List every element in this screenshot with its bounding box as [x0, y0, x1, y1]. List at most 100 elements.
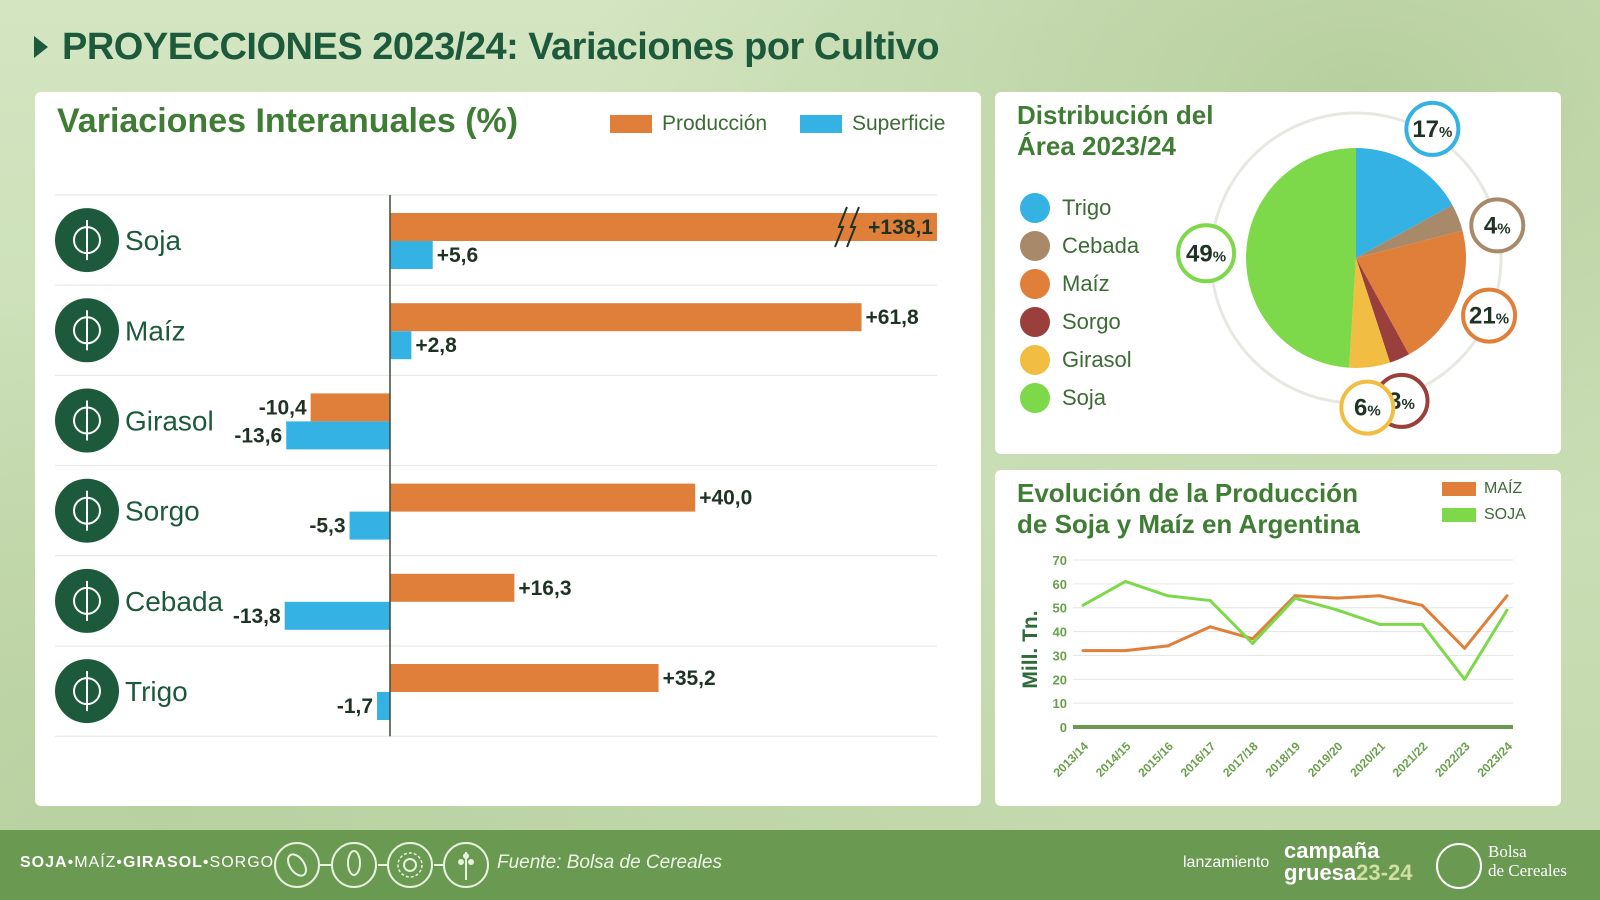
legend-produccion-swatch: [610, 115, 652, 133]
distribucion-title-line1: Distribución del: [1017, 100, 1214, 130]
line-point-maiz: [1463, 646, 1467, 650]
pie-value-unit: %: [1496, 311, 1509, 328]
line-point-soja: [1166, 594, 1170, 598]
line-point-soja: [1463, 677, 1467, 681]
x-tick-label: 2014/15: [1093, 739, 1134, 780]
footer-sep: •: [116, 854, 124, 871]
x-tick-label: 2013/14: [1051, 739, 1092, 780]
pie-value-unit: %: [1497, 220, 1510, 237]
x-tick-label: 2018/19: [1263, 739, 1304, 780]
line-point-soja: [1420, 622, 1424, 626]
footer-crops: SOJA•MAÍZ•GIRASOL•SORGO: [20, 854, 274, 872]
category-label: Maíz: [125, 315, 186, 346]
footer-bolsa: Bolsa de Cereales: [1488, 842, 1567, 880]
pie-legend-label: Cebada: [1062, 233, 1140, 258]
evolucion-title-line2: de Soja y Maíz en Argentina: [1017, 509, 1360, 539]
legend-maiz-swatch: [1442, 482, 1476, 496]
corn-icon: [331, 842, 377, 888]
y-tick-label: 50: [1053, 601, 1067, 616]
line-point-soja: [1335, 608, 1339, 612]
pie-value-unit: %: [1213, 248, 1226, 265]
footer-crop-soja: SOJA: [20, 854, 68, 871]
y-tick-label: 20: [1053, 672, 1067, 687]
pie-slice: [1246, 148, 1356, 368]
legend-superficie: Superficie: [800, 112, 945, 136]
pie-value-unit: %: [1367, 403, 1380, 420]
sorghum-icon: [443, 842, 489, 888]
pie-legend-item: Cebada: [1020, 231, 1139, 261]
bar-produccion: [390, 213, 937, 241]
sorghum-icon: [55, 478, 119, 543]
bar-value-label: +61,8: [866, 306, 919, 329]
pie-value-badge: [1339, 379, 1396, 436]
pie-legend-label: Sorgo: [1062, 309, 1121, 334]
bar-value-label: -13,8: [233, 605, 281, 628]
line-point-soja: [1505, 608, 1509, 612]
legend-produccion: Producción: [610, 112, 767, 136]
footer-source: Fuente: Bolsa de Cereales: [497, 852, 722, 873]
pie-value-badge: [1469, 197, 1526, 254]
footer-crop-sorgo: SORGO: [209, 854, 275, 871]
soy-icon: [274, 842, 320, 888]
bar-superficie: [390, 241, 433, 269]
footer-bolsa-line1: Bolsa: [1488, 842, 1527, 861]
pie-legend-label: Girasol: [1062, 347, 1132, 372]
legend-soja: SOJA: [1442, 506, 1526, 524]
sunflower-icon: [55, 388, 119, 453]
pie-legend-dot: [1020, 345, 1050, 375]
pie-legend-dot: [1020, 269, 1050, 299]
category-label: Sorgo: [125, 496, 200, 527]
line-point-maiz: [1420, 603, 1424, 607]
footer-campana: campaña: [1284, 838, 1380, 863]
legend-produccion-label: Producción: [662, 112, 768, 135]
variaciones-title: Variaciones Interanuales (%): [57, 102, 519, 140]
x-tick-label: 2021/22: [1390, 739, 1431, 780]
bolsa-logo-icon: [1436, 843, 1482, 889]
legend-maiz: MAÍZ: [1442, 480, 1522, 498]
line-point-maiz: [1081, 649, 1085, 653]
bar-superficie: [390, 331, 412, 360]
line-point-soja: [1081, 603, 1085, 607]
footer-sep: •: [202, 854, 210, 871]
bar-superficie: [349, 511, 390, 540]
line-point-soja: [1208, 599, 1212, 603]
axis-break-mark: [834, 206, 848, 248]
pie-legend-label: Trigo: [1062, 195, 1112, 220]
bar-value-label: +35,2: [663, 667, 716, 690]
line-point-maiz: [1335, 596, 1339, 600]
soy-icon: [55, 208, 119, 273]
page-title: PROYECCIONES 2023/24: Variaciones por Cu…: [34, 22, 940, 72]
bar-value-label: +40,0: [699, 487, 752, 510]
footer-bolsa-line2: de Cereales: [1488, 861, 1567, 880]
variaciones-panel: Variaciones Interanuales (%) Producción …: [35, 92, 981, 806]
footer-lanzamiento: lanzamiento: [1183, 854, 1270, 871]
pie-slice: [1356, 205, 1463, 258]
legend-superficie-swatch: [800, 115, 842, 133]
line-point-maiz: [1378, 594, 1382, 598]
pie-slice: [1356, 230, 1466, 355]
category-label: Cebada: [125, 586, 224, 617]
pie-slice: [1349, 258, 1390, 368]
y-tick-label: 70: [1053, 553, 1067, 568]
legend-superficie-label: Superficie: [852, 112, 946, 135]
y-tick-label: 10: [1053, 696, 1067, 711]
line-point-soja: [1251, 642, 1255, 645]
line-point-soja: [1378, 622, 1382, 626]
pie-legend-item: Maíz: [1020, 269, 1110, 299]
pie-value-unit: %: [1402, 396, 1415, 413]
footer-crop-girasol: GIRASOL: [123, 854, 203, 871]
pie-legend-dot: [1020, 383, 1050, 413]
bar-value-label: -5,3: [309, 515, 345, 538]
x-tick-label: 2016/17: [1178, 739, 1219, 780]
footer: SOJA•MAÍZ•GIRASOL•SORGO Fuente: Bolsa de…: [0, 830, 1600, 900]
bar-produccion: [310, 393, 390, 422]
pie-legend-item: Soja: [1020, 383, 1106, 413]
distribucion-pie-chart: 17%4%21%3%6%49%: [1176, 100, 1526, 436]
x-tick-label: 2023/24: [1475, 739, 1516, 780]
x-tick-label: 2022/23: [1432, 739, 1473, 780]
bar-superficie: [284, 601, 390, 630]
category-label: Soja: [125, 225, 181, 256]
legend-maiz-label: MAÍZ: [1484, 480, 1523, 497]
page-title-text: PROYECCIONES 2023/24: Variaciones por Cu…: [62, 25, 940, 68]
barley-icon: [55, 568, 119, 633]
